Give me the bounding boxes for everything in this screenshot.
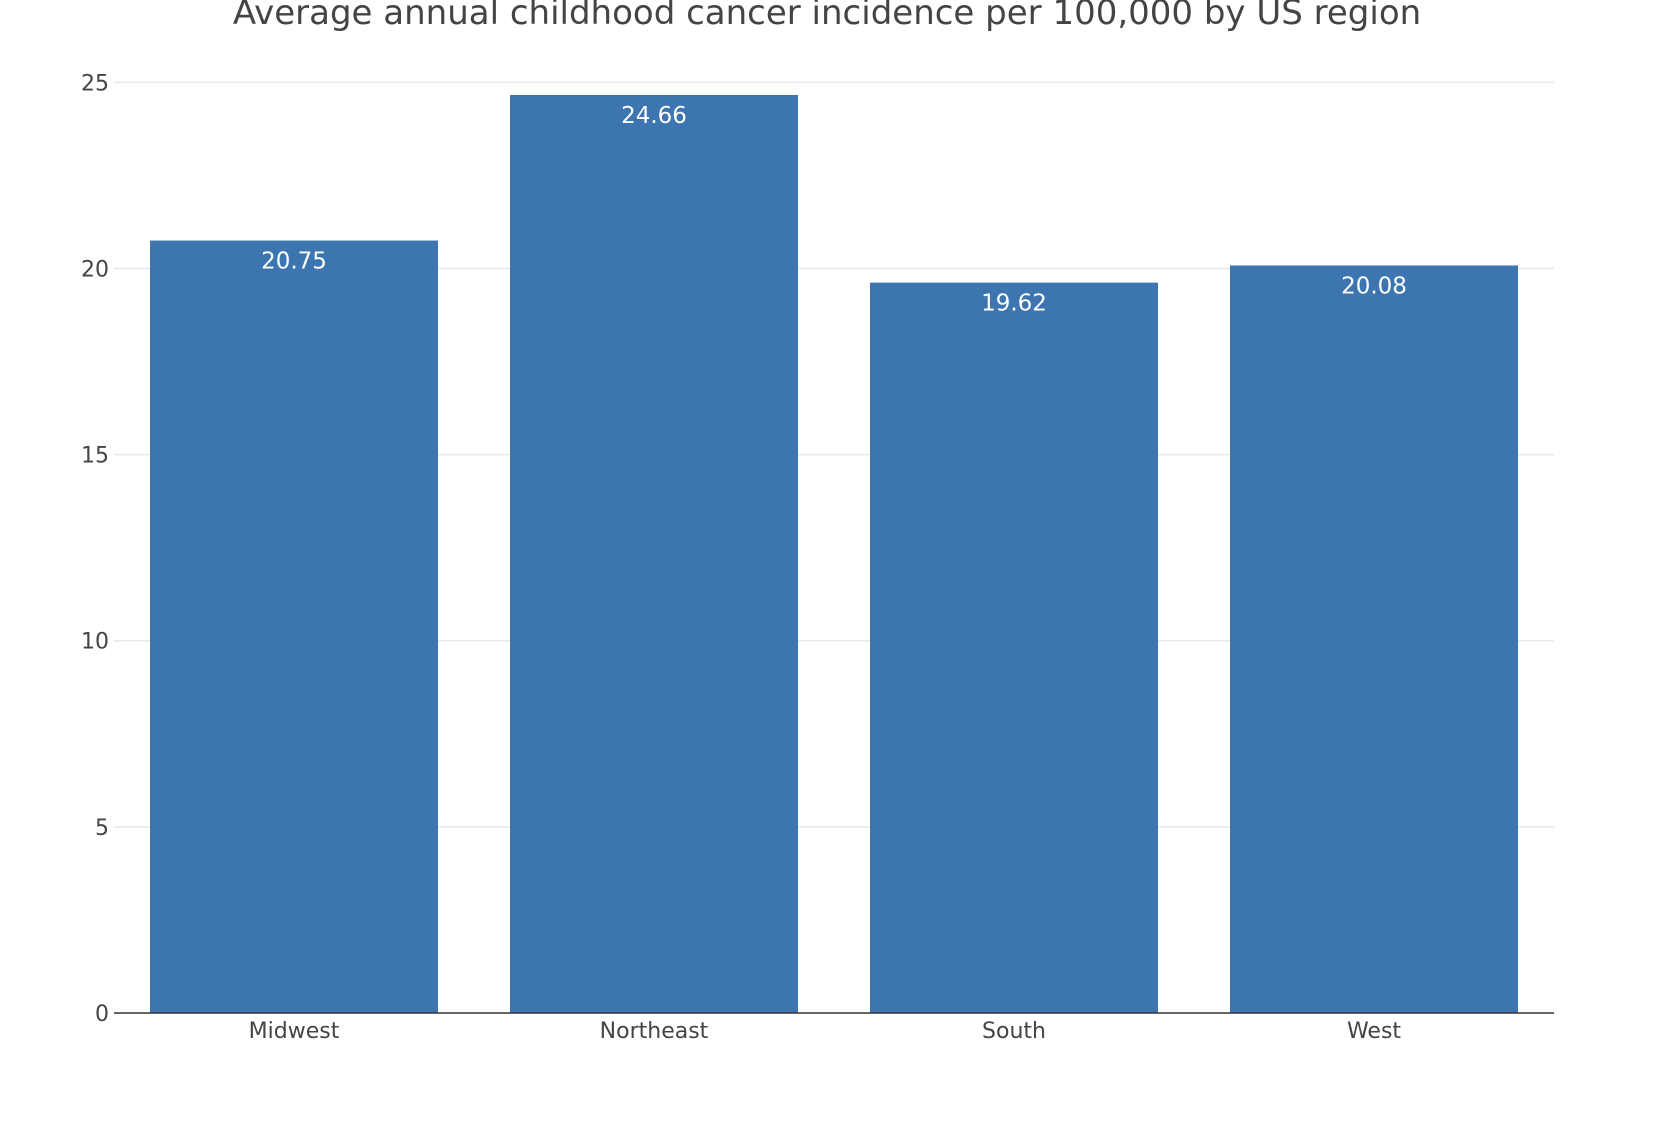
x-tick-label-northeast: Northeast — [600, 1019, 709, 1044]
y-tick-label-25: 25 — [81, 71, 109, 96]
x-tick-label-south: South — [982, 1019, 1046, 1044]
bar-value-label-northeast: 24.66 — [621, 103, 687, 129]
bar-value-label-midwest: 20.75 — [261, 249, 327, 275]
bar-south — [870, 282, 1158, 1013]
y-tick-label-0: 0 — [95, 1002, 109, 1027]
bar-northeast — [510, 94, 798, 1013]
chart-title: Average annual childhood cancer incidenc… — [233, 0, 1421, 33]
bar-value-label-south: 19.62 — [981, 291, 1047, 317]
y-tick-label-15: 15 — [81, 444, 109, 469]
y-tick-label-20: 20 — [81, 257, 109, 282]
bars — [150, 94, 1518, 1014]
bar-value-label-west: 20.08 — [1341, 273, 1407, 299]
x-tick-label-midwest: Midwest — [249, 1019, 340, 1044]
x-tick-label-west: West — [1347, 1019, 1401, 1044]
x-axis: Midwest Northeast South West — [114, 1012, 1554, 1044]
y-tick-label-5: 5 — [95, 816, 109, 841]
y-tick-label-10: 10 — [81, 630, 109, 655]
bar-midwest — [150, 240, 438, 1013]
bar-value-labels: 20.75 24.66 19.62 20.08 — [261, 103, 1407, 317]
y-axis: 0 5 10 15 20 25 — [81, 71, 109, 1027]
bar-west — [1230, 265, 1518, 1014]
